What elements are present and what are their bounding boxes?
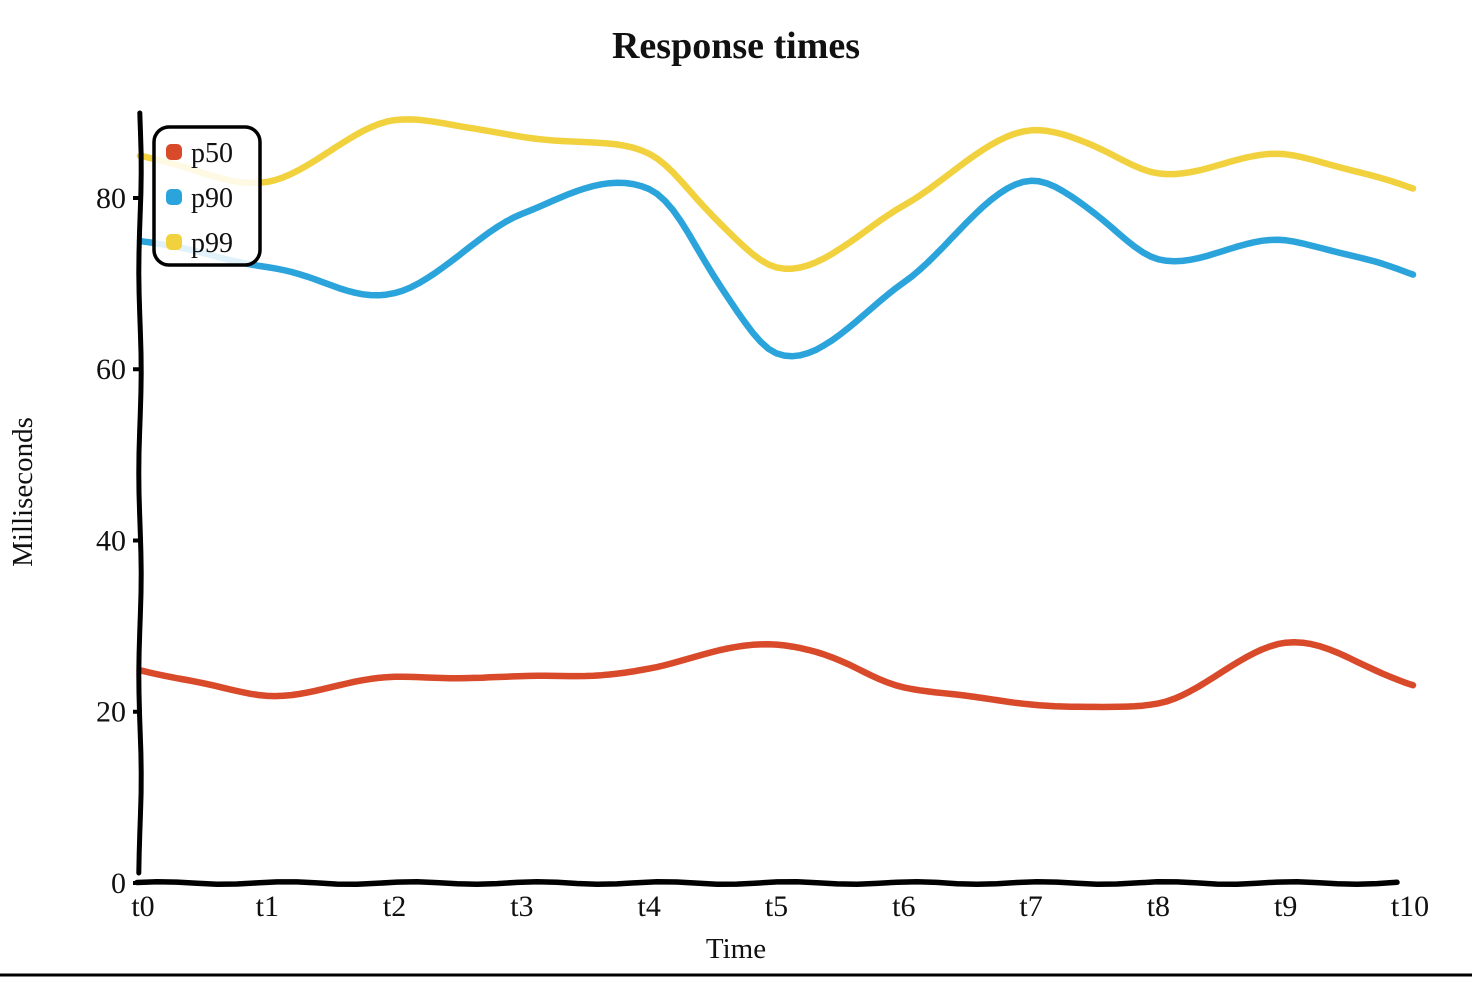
x-tick-t6: t6 <box>892 890 915 923</box>
x-axis-label: Time <box>706 933 766 965</box>
x-tick-t7: t7 <box>1019 890 1042 923</box>
legend-label-p50: p50 <box>191 138 233 169</box>
y-axis <box>136 110 144 876</box>
chart-title: Response times <box>612 25 860 67</box>
x-tick-t2: t2 <box>383 890 406 923</box>
x-tick-t10: t10 <box>1391 890 1429 923</box>
legend: p50 p90 p99 <box>152 125 262 267</box>
x-tick-t1: t1 <box>256 890 279 923</box>
x-tick-t4: t4 <box>638 890 661 923</box>
y-tick-80: 80 <box>96 182 126 215</box>
series-lines <box>136 116 1417 711</box>
legend-swatch-p50 <box>166 144 182 160</box>
p99-line <box>136 116 1417 272</box>
x-tick-t9: t9 <box>1274 890 1297 923</box>
legend-swatch-p99 <box>166 234 182 250</box>
y-tick-60: 60 <box>96 353 126 386</box>
y-tick-20: 20 <box>96 696 126 729</box>
legend-label-p90: p90 <box>191 183 233 214</box>
y-tick-marks <box>133 196 142 885</box>
y-tick-labels: 0 20 40 60 80 <box>96 182 126 900</box>
x-tick-t8: t8 <box>1147 890 1170 923</box>
legend-box <box>152 125 262 267</box>
y-tick-0: 0 <box>111 867 126 900</box>
x-tick-t3: t3 <box>510 890 533 923</box>
y-tick-40: 40 <box>96 525 126 558</box>
p50-line <box>136 638 1417 711</box>
legend-label-p99: p99 <box>191 228 233 259</box>
legend-swatch-p90 <box>166 189 182 205</box>
p90-line <box>136 177 1417 360</box>
axes <box>133 110 1400 888</box>
y-axis-label: Milliseconds <box>7 417 39 567</box>
x-tick-t5: t5 <box>765 890 788 923</box>
x-axis <box>134 878 1400 888</box>
x-tick-labels: t0 t1 t2 t3 t4 t5 t6 t7 t8 t9 t10 <box>131 890 1429 923</box>
x-tick-t0: t0 <box>131 890 154 923</box>
